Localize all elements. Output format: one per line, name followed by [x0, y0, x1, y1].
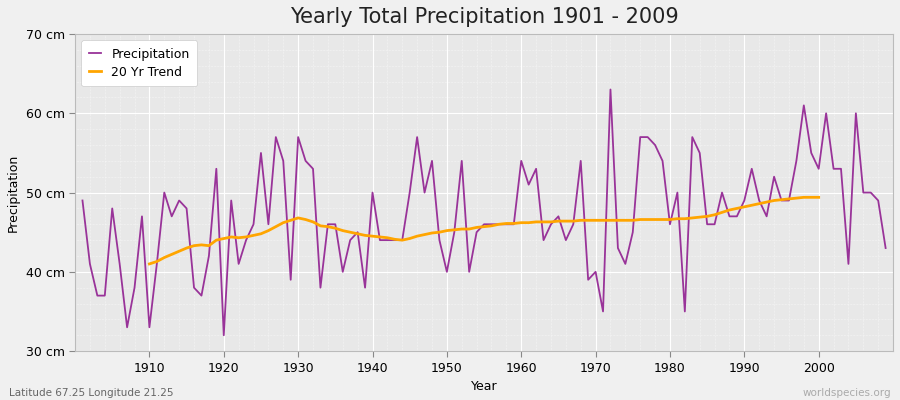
Precipitation	[880, 246, 891, 250]
Precipitation	[137, 214, 148, 219]
20 Yr Trend	[709, 212, 720, 217]
20 Yr Trend	[315, 224, 326, 228]
Y-axis label: Precipitation: Precipitation	[7, 154, 20, 232]
20 Yr Trend	[806, 195, 816, 200]
X-axis label: Year: Year	[471, 380, 498, 393]
Precipitation	[620, 262, 631, 266]
20 Yr Trend	[226, 234, 237, 239]
20 Yr Trend	[791, 196, 802, 200]
Legend: Precipitation, 20 Yr Trend: Precipitation, 20 Yr Trend	[81, 40, 197, 86]
20 Yr Trend	[814, 195, 824, 200]
Precipitation	[516, 158, 526, 163]
20 Yr Trend	[144, 262, 155, 266]
Precipitation	[523, 182, 534, 187]
Precipitation	[219, 333, 230, 338]
Line: 20 Yr Trend: 20 Yr Trend	[149, 197, 819, 264]
20 Yr Trend	[301, 217, 311, 222]
Precipitation	[605, 87, 616, 92]
Text: Latitude 67.25 Longitude 21.25: Latitude 67.25 Longitude 21.25	[9, 388, 174, 398]
Text: worldspecies.org: worldspecies.org	[803, 388, 891, 398]
Precipitation	[77, 198, 88, 203]
Title: Yearly Total Precipitation 1901 - 2009: Yearly Total Precipitation 1901 - 2009	[290, 7, 679, 27]
Precipitation	[308, 166, 319, 171]
20 Yr Trend	[798, 195, 809, 200]
Precipitation	[352, 230, 363, 234]
Line: Precipitation: Precipitation	[83, 90, 886, 335]
